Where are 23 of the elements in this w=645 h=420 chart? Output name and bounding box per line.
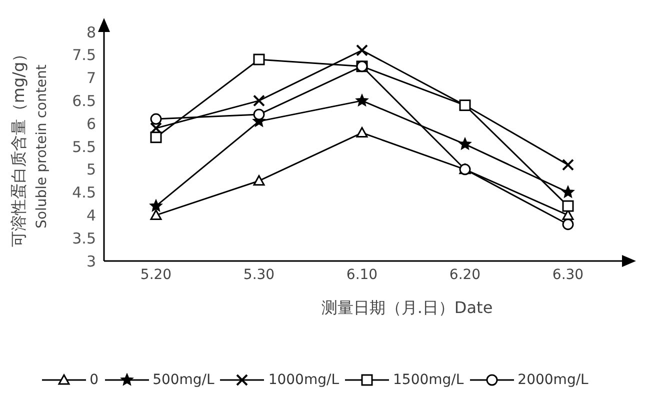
- y-tick-label: 5.5: [72, 138, 96, 156]
- y-tick-label: 7.5: [72, 46, 96, 64]
- y-tick-label: 3.5: [72, 229, 96, 248]
- x-tick-label: 6.20: [449, 266, 481, 283]
- legend-label: 1500mg/L: [393, 372, 464, 388]
- y-tick-label: 4: [86, 206, 96, 225]
- y-tick-label: 6: [86, 114, 96, 133]
- x-tick-label: 6.30: [552, 266, 584, 283]
- x-axis-title: 测量日期（月.日）Date: [321, 298, 493, 317]
- y-tick-label: 8: [86, 23, 96, 42]
- legend-label: 0: [90, 372, 99, 388]
- legend-label: 2000mg/L: [518, 372, 588, 388]
- x-tick-label: 5.20: [140, 266, 172, 283]
- x-tick-label: 6.10: [346, 266, 378, 283]
- y-tick-label: 3: [86, 252, 96, 270]
- legend-label: 1000mg/L: [268, 372, 339, 388]
- y-tick-label: 7: [86, 69, 96, 88]
- y-axis-title: 可溶性蛋白质含量（mg/g） Soluble protein content: [9, 46, 50, 248]
- y-tick-label: 5: [86, 160, 96, 179]
- y-tick-label: 6.5: [72, 92, 96, 110]
- y-tick-label: 4.5: [72, 184, 96, 202]
- x-tick-label: 5.30: [243, 266, 275, 283]
- legend-label: 500mg/L: [152, 372, 214, 388]
